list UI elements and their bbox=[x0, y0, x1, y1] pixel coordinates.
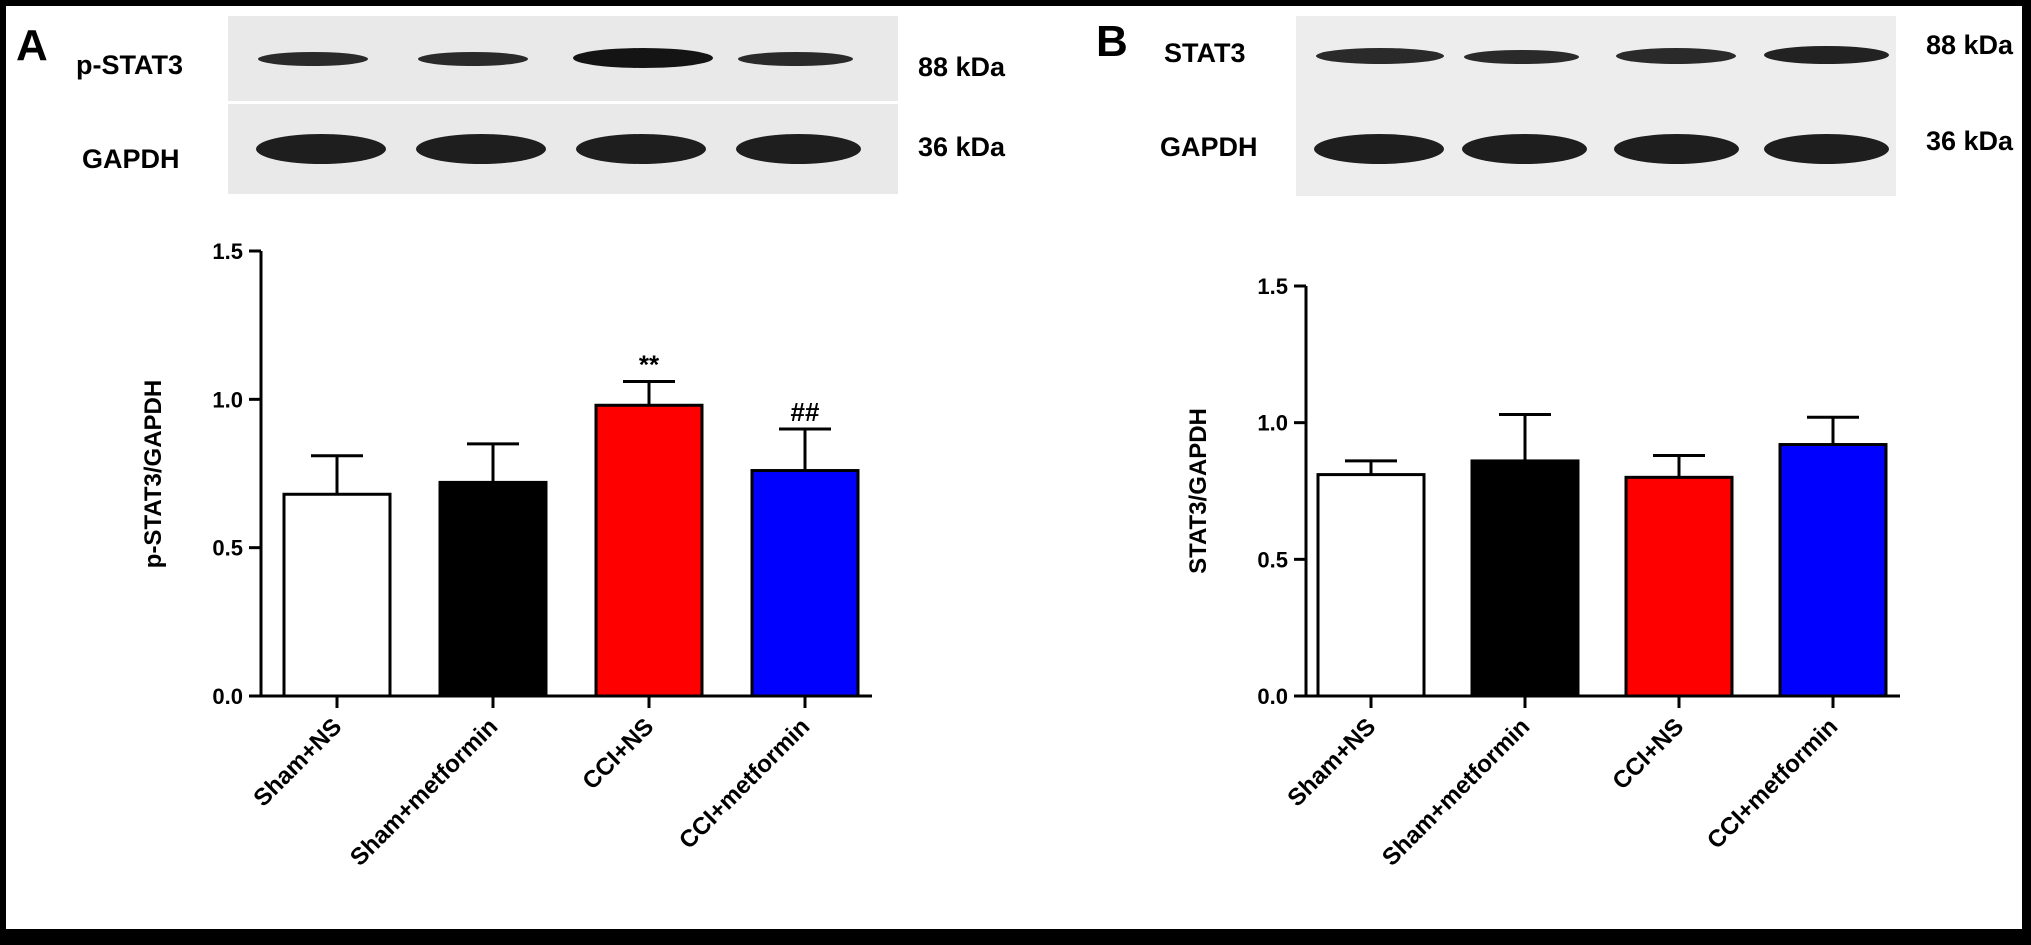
panel-letter-a: A bbox=[16, 21, 48, 70]
band bbox=[1314, 134, 1444, 164]
y-tick-label: 0.0 bbox=[1257, 684, 1288, 709]
band bbox=[1764, 46, 1889, 64]
band bbox=[1616, 48, 1736, 64]
significance-label: ## bbox=[791, 397, 820, 427]
kda-label-88-b: 88 kDa bbox=[1926, 30, 2014, 60]
bar bbox=[750, 469, 860, 698]
x-tick-label: CCI+metformin bbox=[674, 713, 815, 854]
band bbox=[1462, 134, 1587, 164]
y-tick-label: 0.5 bbox=[212, 536, 243, 561]
band bbox=[1614, 134, 1739, 164]
y-tick-label: 1.0 bbox=[212, 387, 243, 412]
band bbox=[736, 134, 861, 164]
x-tick-label: CCI+metformin bbox=[1702, 713, 1843, 854]
x-tick-label: Sham+metformin bbox=[345, 713, 503, 871]
bar bbox=[1470, 459, 1580, 698]
blot-label-stat3: STAT3 bbox=[1164, 38, 1246, 68]
y-tick-label: 0.5 bbox=[1257, 547, 1288, 572]
blot-label-p-stat3: p-STAT3 bbox=[76, 50, 183, 80]
bar bbox=[1778, 443, 1888, 698]
significance-label: ** bbox=[639, 350, 660, 380]
blot-p-stat3 bbox=[228, 16, 898, 101]
bar bbox=[1316, 473, 1426, 698]
y-tick-label: 1.5 bbox=[1257, 274, 1288, 299]
y-axis-label: p-STAT3/GAPDH bbox=[140, 380, 167, 568]
x-tick-label: Sham+metformin bbox=[1377, 713, 1535, 871]
kda-label-88: 88 kDa bbox=[918, 52, 1006, 82]
x-tick-label: Sham+NS bbox=[1282, 713, 1381, 812]
chart-p-stat3: 0.0 0.5 1.0 1.5 p-STAT3/GAPDH Sham+NSSham+met… bbox=[140, 239, 872, 871]
kda-label-36: 36 kDa bbox=[918, 132, 1006, 162]
band bbox=[1464, 50, 1579, 64]
x-tick-label: CCI+NS bbox=[577, 713, 659, 795]
band bbox=[258, 52, 368, 66]
x-tick-label: CCI+NS bbox=[1607, 713, 1689, 795]
y-tick-label: 0.0 bbox=[212, 684, 243, 709]
chart-stat3: 0.0 0.5 1.0 1.5 STAT3/GAPDH Sham+NSSham+metfo… bbox=[1185, 274, 1900, 871]
bar bbox=[438, 480, 548, 698]
bar bbox=[282, 492, 392, 698]
x-tick-label: Sham+NS bbox=[248, 713, 347, 812]
bar bbox=[594, 403, 704, 698]
blot-label-gapdh-b: GAPDH bbox=[1160, 132, 1258, 162]
figure-frame: A p-STAT3 88 kDa GAPDH 36 kDa B STAT3 88… bbox=[6, 6, 2022, 929]
band bbox=[418, 52, 528, 66]
band bbox=[416, 134, 546, 164]
y-tick-label: 1.5 bbox=[212, 239, 243, 264]
band bbox=[573, 48, 713, 68]
band bbox=[576, 134, 706, 164]
band bbox=[256, 134, 386, 164]
blot-gapdh-a bbox=[228, 104, 898, 194]
blot-label-gapdh-a: GAPDH bbox=[82, 144, 180, 174]
chart-p-stat3: 0.00.51.01.5p-STAT3/GAPDHSham+NSSham+met… bbox=[140, 239, 1900, 871]
y-tick-label: 1.0 bbox=[1257, 411, 1288, 436]
band bbox=[1316, 48, 1444, 64]
panel-letter-b: B bbox=[1096, 17, 1128, 66]
kda-label-36-b: 36 kDa bbox=[1926, 126, 2014, 156]
bar bbox=[1624, 475, 1734, 698]
blot-stat3-gapdh bbox=[1296, 16, 1896, 196]
y-axis-label: STAT3/GAPDH bbox=[1185, 408, 1212, 574]
band bbox=[738, 52, 853, 66]
band bbox=[1764, 134, 1889, 164]
